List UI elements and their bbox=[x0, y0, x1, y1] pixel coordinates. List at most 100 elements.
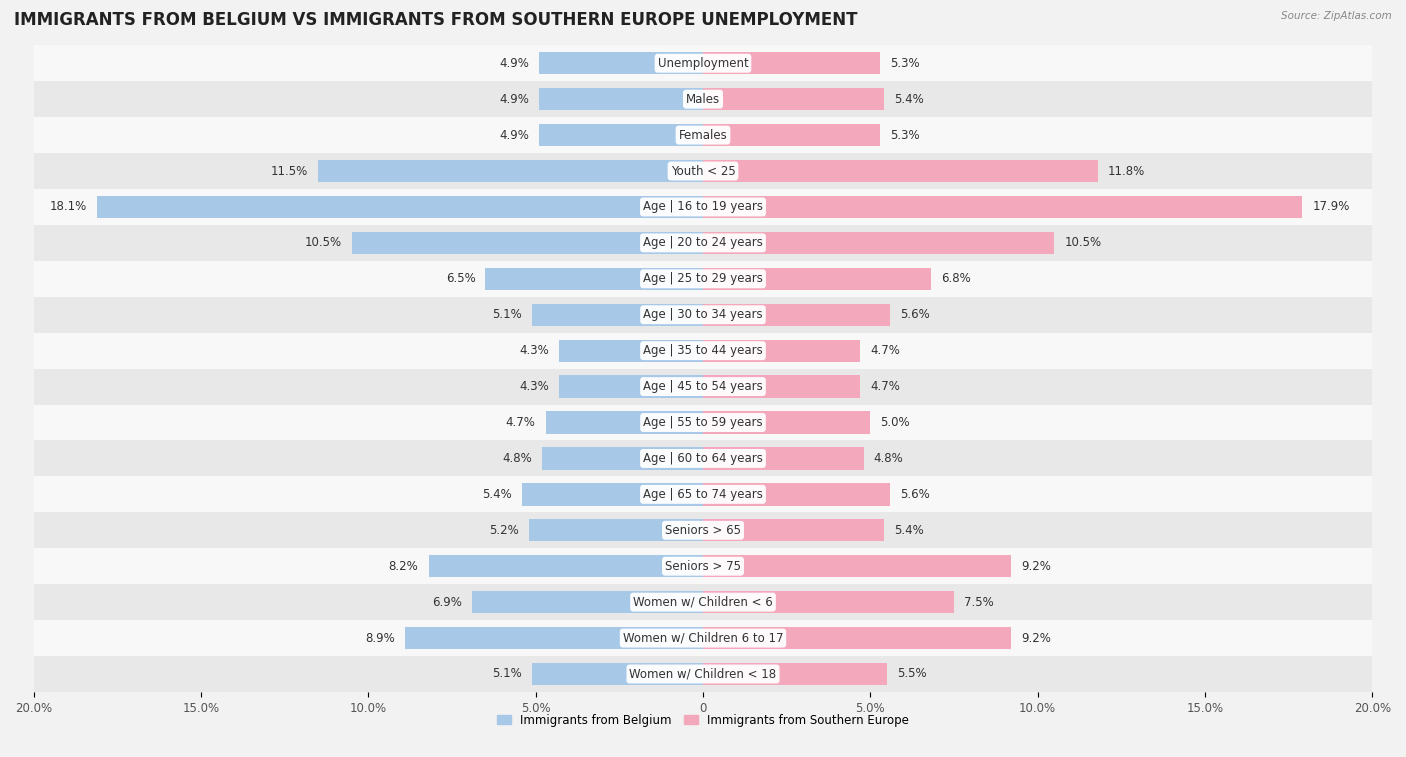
Text: 7.5%: 7.5% bbox=[965, 596, 994, 609]
Text: Women w/ Children < 18: Women w/ Children < 18 bbox=[630, 668, 776, 681]
Text: 4.8%: 4.8% bbox=[502, 452, 533, 465]
Text: 5.1%: 5.1% bbox=[492, 308, 522, 321]
Bar bbox=[34, 189, 1372, 225]
Text: 4.7%: 4.7% bbox=[870, 380, 900, 393]
Text: Source: ZipAtlas.com: Source: ZipAtlas.com bbox=[1281, 11, 1392, 21]
Text: 17.9%: 17.9% bbox=[1312, 201, 1350, 213]
Text: 5.0%: 5.0% bbox=[880, 416, 910, 429]
Bar bbox=[34, 656, 1372, 692]
Text: 5.4%: 5.4% bbox=[894, 92, 924, 106]
Bar bbox=[318, 160, 703, 182]
Bar bbox=[703, 160, 1098, 182]
Text: 4.9%: 4.9% bbox=[499, 129, 529, 142]
Bar bbox=[34, 548, 1372, 584]
Bar bbox=[34, 512, 1372, 548]
Bar bbox=[703, 663, 887, 685]
Text: 8.2%: 8.2% bbox=[388, 559, 419, 573]
Text: Age | 35 to 44 years: Age | 35 to 44 years bbox=[643, 344, 763, 357]
Bar bbox=[703, 88, 884, 111]
Text: 9.2%: 9.2% bbox=[1021, 631, 1050, 644]
Text: 5.2%: 5.2% bbox=[489, 524, 519, 537]
Text: 6.5%: 6.5% bbox=[446, 273, 475, 285]
Text: 4.3%: 4.3% bbox=[519, 380, 548, 393]
Bar bbox=[405, 627, 703, 650]
Text: IMMIGRANTS FROM BELGIUM VS IMMIGRANTS FROM SOUTHERN EUROPE UNEMPLOYMENT: IMMIGRANTS FROM BELGIUM VS IMMIGRANTS FR… bbox=[14, 11, 858, 30]
Bar bbox=[703, 483, 890, 506]
Bar bbox=[34, 45, 1372, 81]
Bar bbox=[703, 519, 884, 541]
Bar bbox=[34, 620, 1372, 656]
Bar bbox=[560, 340, 703, 362]
Text: 11.8%: 11.8% bbox=[1108, 164, 1146, 178]
Text: 8.9%: 8.9% bbox=[366, 631, 395, 644]
Bar bbox=[703, 375, 860, 397]
Bar bbox=[34, 332, 1372, 369]
Text: Age | 55 to 59 years: Age | 55 to 59 years bbox=[643, 416, 763, 429]
Bar bbox=[703, 555, 1011, 578]
Bar bbox=[472, 591, 703, 613]
Text: 4.9%: 4.9% bbox=[499, 92, 529, 106]
Text: Age | 45 to 54 years: Age | 45 to 54 years bbox=[643, 380, 763, 393]
Text: Age | 16 to 19 years: Age | 16 to 19 years bbox=[643, 201, 763, 213]
Bar bbox=[34, 261, 1372, 297]
Bar bbox=[533, 663, 703, 685]
Text: 4.9%: 4.9% bbox=[499, 57, 529, 70]
Bar bbox=[703, 411, 870, 434]
Text: 5.3%: 5.3% bbox=[890, 129, 920, 142]
Text: 6.8%: 6.8% bbox=[941, 273, 970, 285]
Text: Females: Females bbox=[679, 129, 727, 142]
Legend: Immigrants from Belgium, Immigrants from Southern Europe: Immigrants from Belgium, Immigrants from… bbox=[492, 709, 914, 731]
Bar bbox=[560, 375, 703, 397]
Text: Seniors > 65: Seniors > 65 bbox=[665, 524, 741, 537]
Text: 5.6%: 5.6% bbox=[900, 308, 931, 321]
Bar bbox=[34, 225, 1372, 261]
Bar bbox=[703, 52, 880, 74]
Text: 9.2%: 9.2% bbox=[1021, 559, 1050, 573]
Text: Age | 25 to 29 years: Age | 25 to 29 years bbox=[643, 273, 763, 285]
Bar bbox=[703, 232, 1054, 254]
Text: 4.7%: 4.7% bbox=[870, 344, 900, 357]
Text: Age | 30 to 34 years: Age | 30 to 34 years bbox=[643, 308, 763, 321]
Bar bbox=[529, 519, 703, 541]
Bar bbox=[703, 196, 1302, 218]
Bar bbox=[34, 297, 1372, 332]
Bar bbox=[703, 447, 863, 469]
Text: 11.5%: 11.5% bbox=[271, 164, 308, 178]
Text: 10.5%: 10.5% bbox=[304, 236, 342, 249]
Bar bbox=[34, 441, 1372, 476]
Text: 4.7%: 4.7% bbox=[506, 416, 536, 429]
Bar bbox=[703, 268, 931, 290]
Text: 4.8%: 4.8% bbox=[873, 452, 904, 465]
Bar bbox=[34, 117, 1372, 153]
Bar bbox=[703, 124, 880, 146]
Bar bbox=[703, 304, 890, 326]
Text: 5.4%: 5.4% bbox=[894, 524, 924, 537]
Bar bbox=[522, 483, 703, 506]
Bar bbox=[97, 196, 703, 218]
Bar bbox=[703, 627, 1011, 650]
Text: Unemployment: Unemployment bbox=[658, 57, 748, 70]
Bar bbox=[538, 52, 703, 74]
Text: 5.3%: 5.3% bbox=[890, 57, 920, 70]
Text: 5.5%: 5.5% bbox=[897, 668, 927, 681]
Text: Youth < 25: Youth < 25 bbox=[671, 164, 735, 178]
Bar bbox=[34, 476, 1372, 512]
Bar bbox=[546, 411, 703, 434]
Text: 6.9%: 6.9% bbox=[432, 596, 463, 609]
Bar bbox=[429, 555, 703, 578]
Bar bbox=[485, 268, 703, 290]
Text: Seniors > 75: Seniors > 75 bbox=[665, 559, 741, 573]
Bar bbox=[533, 304, 703, 326]
Bar bbox=[34, 584, 1372, 620]
Bar bbox=[34, 153, 1372, 189]
Bar bbox=[34, 404, 1372, 441]
Bar bbox=[538, 124, 703, 146]
Bar bbox=[703, 591, 955, 613]
Text: 5.4%: 5.4% bbox=[482, 488, 512, 501]
Text: Age | 60 to 64 years: Age | 60 to 64 years bbox=[643, 452, 763, 465]
Bar bbox=[543, 447, 703, 469]
Bar bbox=[34, 81, 1372, 117]
Text: 5.6%: 5.6% bbox=[900, 488, 931, 501]
Text: 10.5%: 10.5% bbox=[1064, 236, 1102, 249]
Text: Age | 65 to 74 years: Age | 65 to 74 years bbox=[643, 488, 763, 501]
